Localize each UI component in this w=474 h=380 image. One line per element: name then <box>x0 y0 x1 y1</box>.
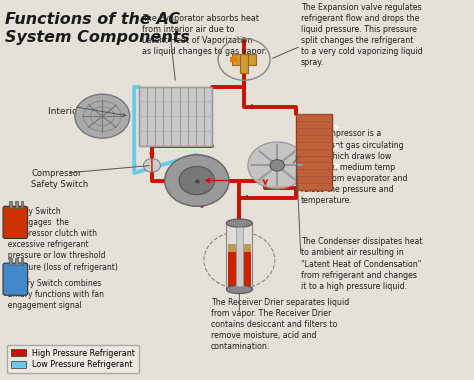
Circle shape <box>179 166 215 195</box>
Legend: High Pressure Refrigerant, Low Pressure Refrigerant: High Pressure Refrigerant, Low Pressure … <box>7 345 139 374</box>
Circle shape <box>270 160 284 171</box>
FancyBboxPatch shape <box>227 223 252 290</box>
FancyBboxPatch shape <box>20 258 23 264</box>
Text: The Evaporator absorbs heat
from interior air due to
Latent Heat of Vaporization: The Evaporator absorbs heat from interio… <box>143 14 267 56</box>
Text: The Expansion valve regulates
refrigerant flow and drops the
liquid pressure. Th: The Expansion valve regulates refrigeran… <box>301 3 422 67</box>
Text: Interior Air: Interior Air <box>48 107 97 116</box>
FancyBboxPatch shape <box>139 87 212 146</box>
FancyBboxPatch shape <box>9 201 12 208</box>
Circle shape <box>248 142 307 189</box>
Circle shape <box>75 94 130 138</box>
Text: The Compressor is a
refrigerant gas circulating
pump which draws low
pressure, m: The Compressor is a refrigerant gas circ… <box>301 130 407 205</box>
FancyBboxPatch shape <box>296 114 331 190</box>
Circle shape <box>144 158 160 172</box>
Text: - Trinary Switch combines
  Binary functions with fan
  engagement signal: - Trinary Switch combines Binary functio… <box>3 279 104 310</box>
FancyBboxPatch shape <box>228 251 251 288</box>
FancyBboxPatch shape <box>9 258 12 264</box>
Text: The Receiver Drier separates liquid
from vapor. The Receiver Drier
contains desi: The Receiver Drier separates liquid from… <box>211 298 349 351</box>
Text: Functions of the AC
System Components: Functions of the AC System Components <box>5 12 190 45</box>
FancyBboxPatch shape <box>230 57 237 62</box>
FancyBboxPatch shape <box>236 227 243 286</box>
FancyBboxPatch shape <box>15 258 18 264</box>
Circle shape <box>164 155 229 206</box>
Text: Compressor
Safety Switch: Compressor Safety Switch <box>31 169 89 189</box>
FancyBboxPatch shape <box>3 263 27 295</box>
FancyBboxPatch shape <box>3 206 27 239</box>
FancyBboxPatch shape <box>20 201 23 208</box>
FancyBboxPatch shape <box>240 54 248 73</box>
FancyBboxPatch shape <box>228 244 251 252</box>
Ellipse shape <box>227 285 252 294</box>
FancyBboxPatch shape <box>15 201 18 208</box>
Text: - Binary Switch
  disengages  the
  compressor clutch with
  excessive refrigera: - Binary Switch disengages the compresso… <box>3 207 118 272</box>
FancyBboxPatch shape <box>232 54 256 65</box>
Text: The Condenser dissipates heat
to ambient air resulting in
"Latent Heat of Conden: The Condenser dissipates heat to ambient… <box>301 238 422 291</box>
Ellipse shape <box>227 219 252 227</box>
